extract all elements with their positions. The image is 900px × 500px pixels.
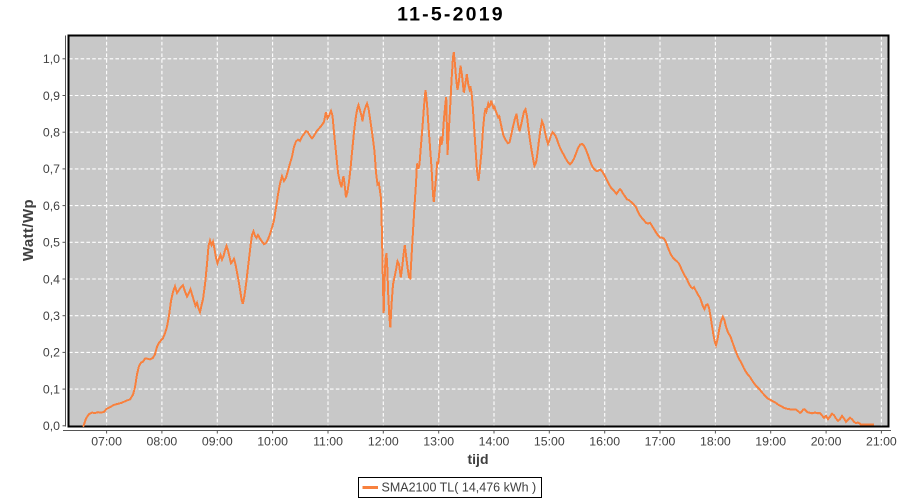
svg-text:10:00: 10:00 [257,435,288,449]
svg-text:20:00: 20:00 [811,435,842,449]
svg-text:0,7: 0,7 [43,162,60,176]
svg-text:0,6: 0,6 [43,199,60,213]
svg-text:11:00: 11:00 [313,435,343,449]
svg-text:0,5: 0,5 [43,236,60,250]
svg-text:0,4: 0,4 [43,272,60,286]
svg-text:0,9: 0,9 [43,89,60,103]
svg-text:0,8: 0,8 [43,126,60,140]
svg-text:16:00: 16:00 [589,435,620,449]
svg-text:19:00: 19:00 [755,435,786,449]
svg-text:SMA2100 TL( 14,476 kWh ): SMA2100 TL( 14,476 kWh ) [382,481,537,495]
svg-text:12:00: 12:00 [368,435,399,449]
svg-text:17:00: 17:00 [645,435,676,449]
svg-text:11-5-2019: 11-5-2019 [397,4,505,26]
svg-text:0,0: 0,0 [43,419,60,433]
svg-text:07:00: 07:00 [91,435,122,449]
svg-text:15:00: 15:00 [534,435,565,449]
svg-text:tijd: tijd [468,451,489,467]
svg-text:13:00: 13:00 [423,435,454,449]
svg-text:21:00: 21:00 [866,435,897,449]
svg-text:14:00: 14:00 [479,435,510,449]
svg-text:0,2: 0,2 [43,346,60,360]
svg-text:0,1: 0,1 [43,382,60,396]
svg-text:18:00: 18:00 [700,435,731,449]
svg-text:09:00: 09:00 [202,435,233,449]
svg-text:08:00: 08:00 [147,435,178,449]
svg-text:0,3: 0,3 [43,309,60,323]
svg-text:Watt/Wp: Watt/Wp [20,199,37,261]
svg-text:1,0: 1,0 [43,52,60,66]
